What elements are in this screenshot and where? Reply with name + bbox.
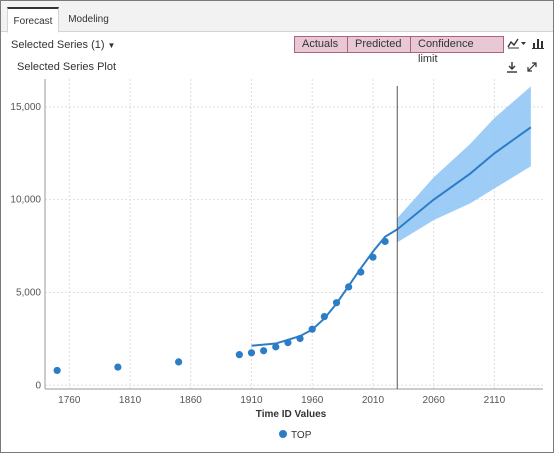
legend-marker-top bbox=[279, 430, 287, 438]
tab-bar: Forecast Modeling bbox=[1, 1, 553, 33]
x-tick-label: 1860 bbox=[180, 395, 203, 406]
actual-point bbox=[357, 268, 365, 276]
actual-point bbox=[114, 363, 122, 371]
legend[interactable]: TOP bbox=[279, 430, 312, 441]
confidence-limit-toggle-button[interactable]: Confidence limit bbox=[410, 36, 504, 65]
actual-point bbox=[296, 334, 304, 343]
y-tick-label: 15,000 bbox=[10, 102, 41, 113]
grid bbox=[45, 79, 543, 389]
x-tick-label: 2010 bbox=[362, 395, 385, 406]
tab-modeling[interactable]: Modeling bbox=[68, 14, 109, 25]
actual-point bbox=[381, 237, 389, 246]
plot-title: Selected Series Plot bbox=[17, 61, 117, 73]
series-selector[interactable]: Selected Series (1) ▼ bbox=[11, 39, 115, 51]
predicted-toggle-button[interactable]: Predicted bbox=[347, 36, 411, 53]
x-tick-label: 1810 bbox=[119, 395, 142, 406]
actuals-point-layer bbox=[53, 237, 389, 375]
actual-point bbox=[308, 325, 316, 333]
actual-point bbox=[284, 338, 292, 347]
actual-point bbox=[332, 299, 341, 307]
x-tick-label: 1910 bbox=[240, 395, 263, 406]
axes: 1760 1810 1860 1910 1960 2010 2060 2110 0 5,000 10… bbox=[10, 79, 543, 406]
line-chart-icon[interactable] bbox=[507, 37, 527, 52]
display-toggle-group: Actuals Predicted Confidence limit bbox=[294, 36, 504, 65]
y-tick-label: 10,000 bbox=[10, 195, 41, 206]
actual-point bbox=[53, 366, 61, 375]
x-tick-label: 1960 bbox=[301, 395, 324, 406]
actual-point bbox=[235, 351, 243, 359]
expand-icon[interactable] bbox=[526, 61, 538, 76]
legend-label-top: TOP bbox=[291, 430, 312, 441]
actual-point bbox=[175, 358, 183, 366]
series-selector-label: Selected Series (1) bbox=[11, 39, 105, 51]
predicted-line-layer bbox=[251, 126, 532, 347]
x-tick-label: 2060 bbox=[423, 395, 446, 406]
predicted-line bbox=[251, 126, 532, 347]
chevron-down-icon: ▼ bbox=[107, 41, 116, 50]
download-icon[interactable] bbox=[506, 61, 518, 76]
actual-point bbox=[247, 349, 256, 357]
y-tick-label: 5,000 bbox=[16, 287, 41, 298]
tab-forecast[interactable]: Forecast bbox=[7, 7, 59, 33]
actual-point bbox=[260, 347, 268, 355]
y-tick-label: 0 bbox=[35, 380, 41, 391]
confidence-band-layer bbox=[397, 86, 531, 243]
actual-point bbox=[320, 313, 328, 321]
actual-point bbox=[345, 283, 353, 291]
bar-chart-icon[interactable] bbox=[532, 37, 544, 52]
x-tick-label: 1760 bbox=[58, 395, 81, 406]
actual-point bbox=[272, 343, 280, 351]
confidence-band bbox=[397, 86, 531, 243]
x-axis-label: Time ID Values bbox=[256, 409, 327, 420]
actual-point bbox=[369, 253, 377, 261]
x-tick-label: 2110 bbox=[484, 395, 506, 406]
